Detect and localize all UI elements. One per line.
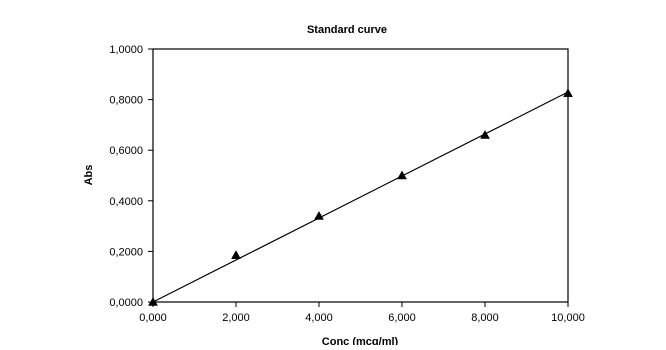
y-tick-label: 1,0000 xyxy=(109,44,143,56)
x-axis-label: Conc (mcg/ml) xyxy=(322,336,399,345)
data-point-triangle xyxy=(480,130,490,139)
data-point-triangle xyxy=(231,250,241,259)
y-tick-label: 0,8000 xyxy=(109,95,143,107)
y-tick-label: 0,2000 xyxy=(109,246,143,258)
y-tick-label: 0,6000 xyxy=(109,145,143,157)
data-point-triangle xyxy=(148,296,158,306)
x-tick-label: 6,000 xyxy=(388,312,416,324)
data-point-triangle xyxy=(314,210,324,220)
x-tick-label: 2,000 xyxy=(222,312,250,324)
data-point-triangle xyxy=(563,88,573,98)
plot-frame xyxy=(152,48,569,303)
x-tick-label: 4,000 xyxy=(305,312,333,324)
data-point-triangle xyxy=(397,170,407,180)
x-tick-label: 8,000 xyxy=(471,312,499,324)
plot-area: 0,0000 0,2000 0,4000 0,6000 0,8000 1,0000 0,00… xyxy=(109,44,584,324)
trendline xyxy=(152,91,569,303)
y-tick-label: 0,4000 xyxy=(109,196,143,208)
y-axis-label: Abs xyxy=(83,165,95,186)
x-tick-label: 10,000 xyxy=(551,312,585,324)
x-tick-label: 0,000 xyxy=(139,312,167,324)
y-tick-label: 0,0000 xyxy=(109,297,143,309)
chart-title: Standard curve xyxy=(307,24,387,36)
